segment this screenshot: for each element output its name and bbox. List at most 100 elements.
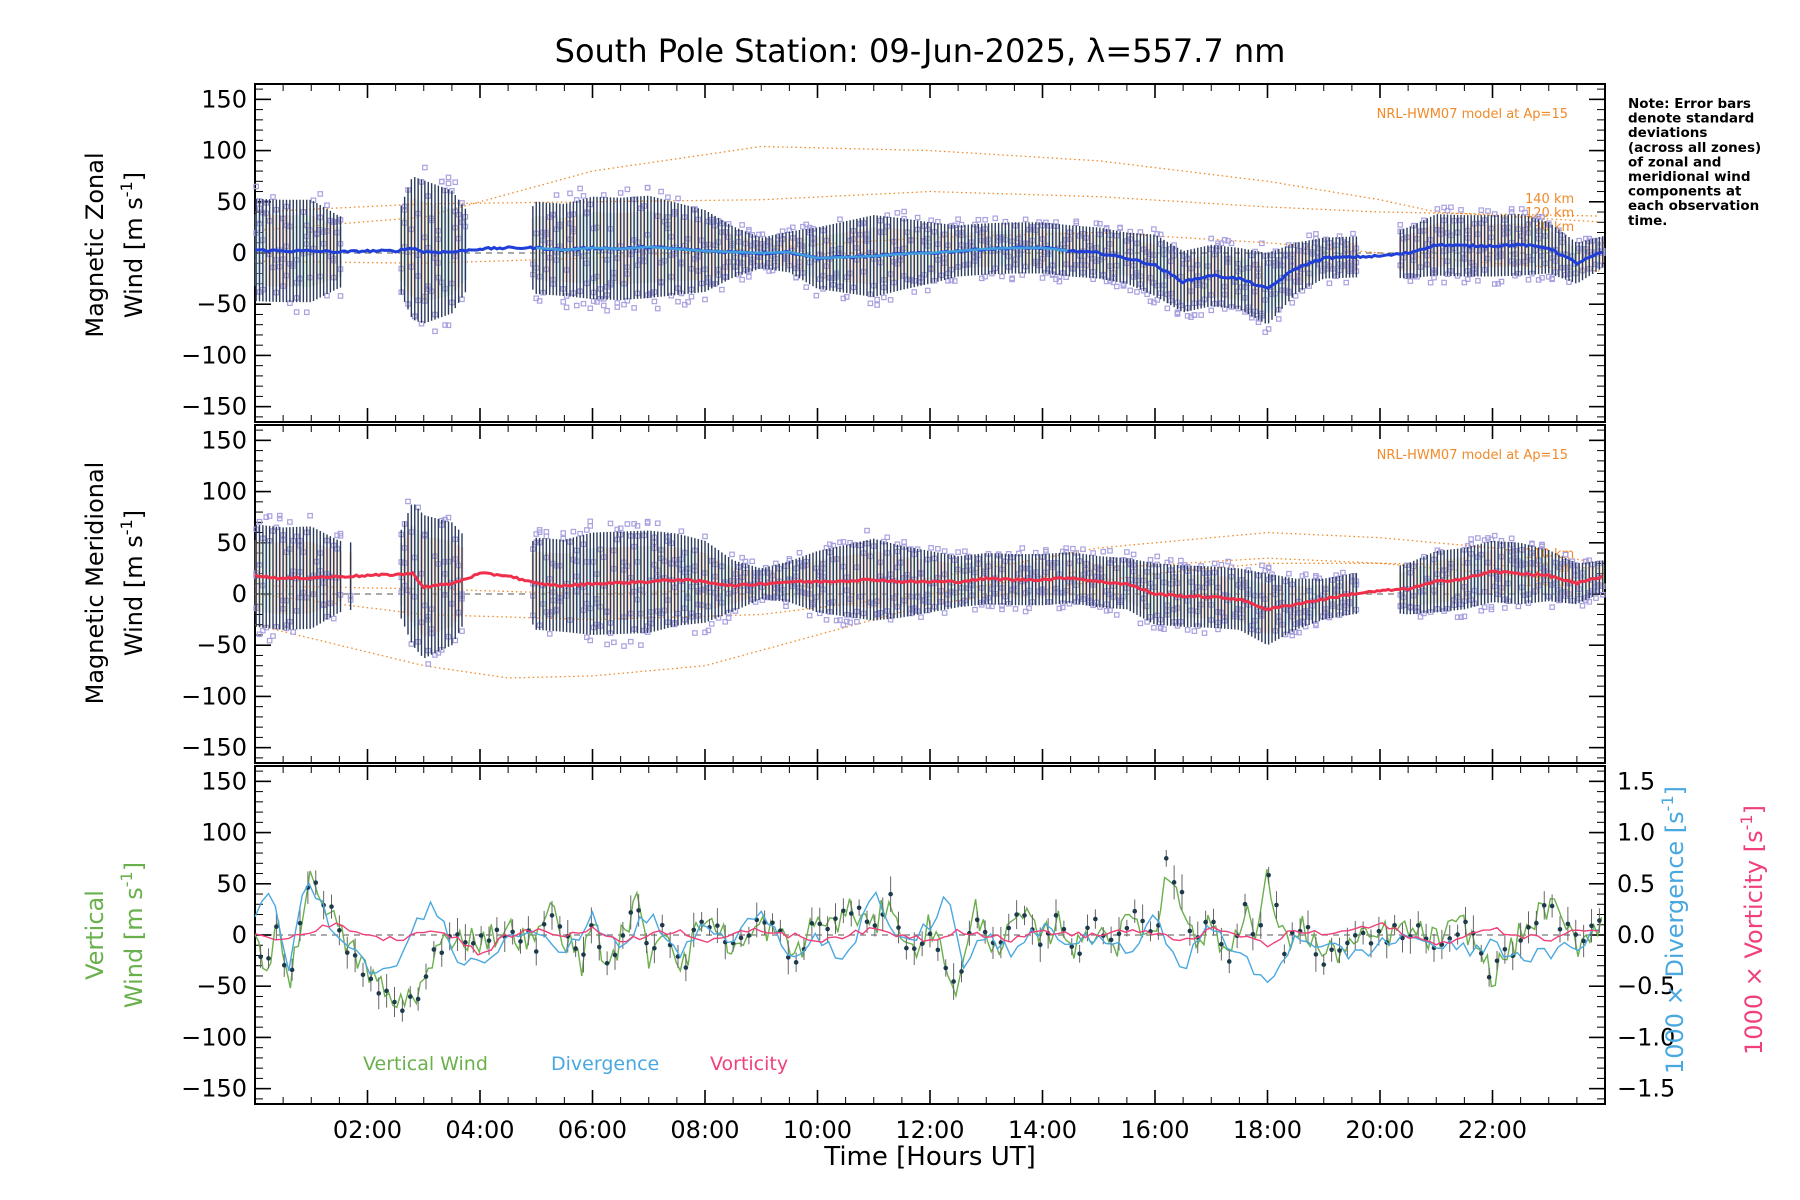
scatter-point [874, 302, 880, 308]
scatter-point [1454, 614, 1461, 621]
vertical-wind-point [549, 913, 555, 918]
x-tick-label: 22:00 [1458, 1116, 1527, 1144]
scatter-point [1097, 220, 1103, 227]
vertical-wind-point [1565, 921, 1571, 927]
scatter-point [658, 188, 664, 195]
vertical-wind-point [266, 956, 271, 961]
scatter-point [999, 273, 1005, 280]
scatter-point [1458, 207, 1464, 213]
scatter-point [1508, 209, 1515, 215]
y2-tick-label: 1.5 [1617, 767, 1655, 795]
scatter-point [928, 545, 934, 551]
scatter-point [459, 628, 465, 634]
vertical-wind-point [1415, 923, 1421, 928]
vertical-wind-point [856, 905, 862, 911]
scatter-point [1529, 540, 1535, 547]
y-tick-label: 0 [232, 580, 247, 608]
vertical-wind-point [974, 917, 980, 923]
y2-tick-label: 0.5 [1617, 870, 1655, 898]
scatter-point [546, 631, 553, 637]
scatter-point [840, 622, 847, 628]
scatter-point [1549, 604, 1555, 610]
vorticity-ylabel: 1000 × Vorticity [s-1] [1737, 805, 1768, 1055]
vertical-wind-point [1313, 952, 1319, 957]
scatter-point [803, 221, 810, 228]
scatter-point [928, 217, 934, 224]
vertical-wind-point [1518, 938, 1523, 943]
vertical-wind-point [596, 944, 602, 950]
scatter-point [884, 534, 891, 541]
scatter-point [955, 216, 961, 223]
scatter-point [584, 634, 590, 641]
y-tick-label: 100 [201, 478, 247, 506]
zonal-ylabel: Magnetic Zonal [81, 152, 109, 337]
y-tick-label: 100 [201, 137, 247, 165]
scatter-point [307, 512, 313, 519]
scatter-point [638, 642, 644, 648]
vertical-wind-point [557, 924, 563, 929]
scatter-point [256, 631, 263, 638]
y-tick-label: −150 [181, 734, 247, 762]
scatter-point [725, 615, 732, 621]
vertical-wind-point [1376, 928, 1382, 934]
scatter-point [1012, 606, 1019, 612]
vertical-wind-point [817, 921, 823, 927]
scatter-point [543, 529, 550, 535]
scatter-point [1022, 216, 1029, 223]
scatter-point [1228, 240, 1235, 247]
scatter-point [1262, 329, 1269, 335]
scatter-point [837, 216, 843, 223]
scatter-point [1191, 628, 1198, 634]
y-tick-label: 50 [216, 188, 247, 216]
vertical-wind-point [1053, 913, 1059, 918]
y-tick-label: −100 [181, 682, 247, 710]
vertical-wind-point [455, 932, 460, 937]
vertical-wind-point [1124, 925, 1130, 931]
y-tick-label: 150 [201, 767, 247, 795]
meridional-ylabel: Magnetic Meridional [81, 462, 109, 705]
scatter-point [452, 179, 459, 186]
vertical-wind-point [337, 928, 342, 933]
scatter-point [1475, 277, 1481, 284]
model-altitude-label: 140 km [1525, 192, 1574, 207]
scatter-point [1296, 629, 1302, 636]
scatter-point [1417, 614, 1424, 620]
scatter-point [621, 643, 627, 649]
vertical-wind-point [1597, 918, 1602, 923]
scatter-point [543, 533, 550, 540]
y-tick-label: 100 [201, 819, 247, 847]
scatter-point [611, 639, 617, 646]
divergence-ylabel-text: 1000 × Divergence [s [1661, 811, 1689, 1074]
scatter-point [594, 299, 600, 305]
vertical-wind-point [533, 949, 539, 954]
scatter-point [975, 216, 982, 223]
vertical-wind-point [770, 920, 775, 926]
scatter-point [827, 541, 833, 548]
zonal-ylabel-sup: -1 [117, 181, 136, 197]
vertical-wind-point [329, 904, 334, 909]
scatter-point [1491, 281, 1498, 287]
vertical-wind-point [281, 962, 287, 968]
scatter-point [1103, 607, 1110, 614]
scatter-point [1259, 240, 1265, 247]
series-line-vorticity [254, 922, 1599, 956]
vertical-wind-point [1557, 927, 1563, 932]
scatter-point [337, 293, 344, 299]
vertical-wind-point [297, 920, 303, 926]
vertical-wind-point [407, 994, 413, 999]
scatter-point [621, 301, 627, 308]
scatter-point [560, 299, 567, 305]
meridional-ylabel-2: Wind [m s-1] [117, 510, 148, 656]
note-line: Note: Error bars [1628, 96, 1751, 112]
scatter-point [1059, 604, 1066, 611]
scatter-point [1488, 604, 1495, 610]
note-line: components at [1628, 184, 1742, 200]
vertical-wind-point [1494, 958, 1500, 964]
scatter-point [627, 638, 634, 645]
scatter-point [644, 518, 651, 525]
scatter-point [1498, 278, 1505, 285]
vertical-wind-point [919, 941, 925, 947]
scatter-point [1313, 231, 1319, 237]
scatter-point [739, 222, 745, 228]
vertical-wind-point [982, 929, 988, 935]
